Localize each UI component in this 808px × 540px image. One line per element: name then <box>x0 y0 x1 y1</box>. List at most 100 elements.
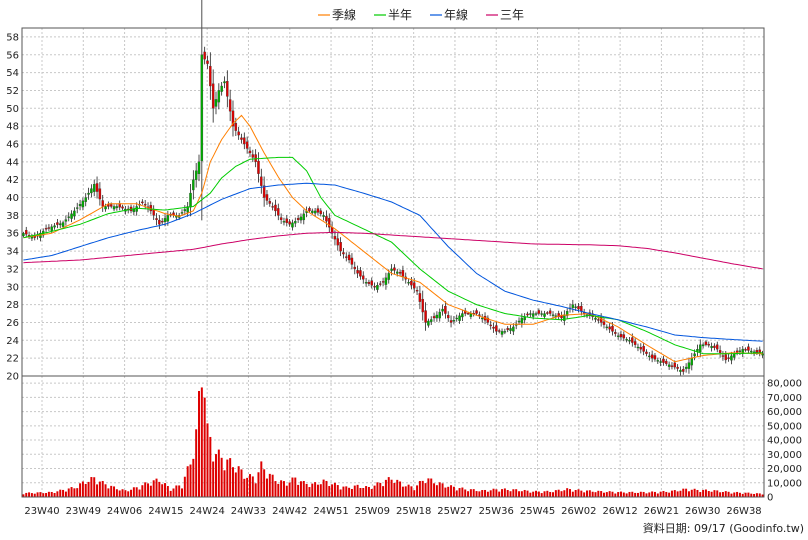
ma-line <box>23 114 763 363</box>
candle-body <box>432 316 436 319</box>
volume-bar <box>277 483 280 497</box>
ma-line <box>23 156 763 355</box>
volume-bar <box>549 491 552 497</box>
candle-body <box>565 311 569 316</box>
volume-bar <box>198 390 200 497</box>
candlestick <box>56 219 59 229</box>
candle-body <box>452 320 456 322</box>
candle-body <box>98 188 102 200</box>
candlestick <box>81 197 85 211</box>
volume-bar <box>333 482 336 497</box>
volume-bar <box>325 480 328 497</box>
candle-body <box>401 270 405 277</box>
candlestick <box>642 342 645 356</box>
volume-bar <box>76 488 79 497</box>
volume-bar <box>421 480 424 497</box>
candle-body <box>70 213 73 219</box>
candle-body <box>755 350 759 353</box>
candlestick <box>84 193 87 207</box>
volume-bar <box>62 489 65 497</box>
candle-body <box>262 185 266 198</box>
candlestick <box>379 280 382 287</box>
candlestick <box>747 343 750 354</box>
candle-body <box>313 210 317 214</box>
volume-bar <box>447 486 450 497</box>
volume-bar <box>464 489 467 497</box>
candlestick <box>118 200 121 211</box>
date-tick-label: 25W18 <box>396 506 431 517</box>
volume-bar <box>319 484 322 497</box>
volume-bar <box>206 423 209 497</box>
candlestick <box>251 149 255 163</box>
price-tick-label: 32 <box>6 264 19 275</box>
volume-bar <box>209 436 212 497</box>
candle-body <box>670 365 674 367</box>
volume-bar <box>716 490 719 497</box>
candle-body <box>577 306 580 310</box>
candlestick <box>628 337 631 345</box>
volume-bar <box>401 486 404 497</box>
candlestick <box>299 213 303 224</box>
candlestick <box>27 231 31 239</box>
candle-body <box>721 355 725 357</box>
volume-bar <box>481 490 484 497</box>
volume-bar <box>124 490 127 497</box>
volume-bar <box>59 489 62 497</box>
candle-body <box>713 345 716 348</box>
volume-bar <box>736 491 739 497</box>
candlestick <box>350 253 354 270</box>
volume-bar <box>450 485 453 497</box>
candlestick <box>452 316 456 325</box>
candlestick <box>248 146 252 158</box>
volume-bar <box>127 491 130 497</box>
volume-bar <box>580 490 583 497</box>
date-tick-label: 24W51 <box>313 506 348 517</box>
candle-body <box>537 310 541 314</box>
candlestick <box>200 0 204 221</box>
candlestick <box>59 220 62 229</box>
candlestick <box>268 197 272 207</box>
candle-body <box>747 346 750 351</box>
candlestick <box>446 311 450 322</box>
candle-body <box>364 282 368 284</box>
candle-body <box>461 313 464 318</box>
volume-bar <box>42 493 45 497</box>
volume-bar <box>246 477 249 497</box>
volume-bar <box>240 469 243 497</box>
candle-body <box>155 218 158 220</box>
candlestick <box>393 264 396 275</box>
candlestick <box>548 308 552 317</box>
candle-body <box>512 326 515 332</box>
volume-bar <box>546 490 549 497</box>
volume-tick-label: 80,000 <box>767 379 802 390</box>
legend-label: 年線 <box>444 7 468 22</box>
candlestick <box>203 46 206 65</box>
candle-body <box>384 277 388 285</box>
candle-body <box>143 204 147 206</box>
volume-bar <box>231 467 234 497</box>
volume-bar <box>673 490 676 497</box>
volume-bar <box>591 491 594 497</box>
candle-body <box>699 344 702 353</box>
candlestick <box>243 132 246 150</box>
volume-bars <box>22 387 764 497</box>
candle-body <box>495 325 498 332</box>
candle-body <box>339 242 342 252</box>
volume-bar <box>461 487 464 497</box>
candlestick <box>152 205 155 220</box>
volume-bar <box>495 489 498 497</box>
volume-bar <box>396 479 399 497</box>
volume-bar <box>226 459 229 497</box>
price-tick-label: 36 <box>6 229 19 240</box>
price-tick-label: 46 <box>6 140 19 151</box>
candle-body <box>648 355 651 358</box>
volume-bar <box>251 476 254 497</box>
candlestick <box>645 349 648 357</box>
volume-bar <box>359 488 362 497</box>
candle-body <box>214 99 218 107</box>
candle-body <box>387 273 390 280</box>
volume-bar <box>101 480 104 497</box>
price-tick-label: 22 <box>6 354 19 365</box>
candle-body <box>455 317 458 320</box>
volume-bar <box>597 490 600 497</box>
